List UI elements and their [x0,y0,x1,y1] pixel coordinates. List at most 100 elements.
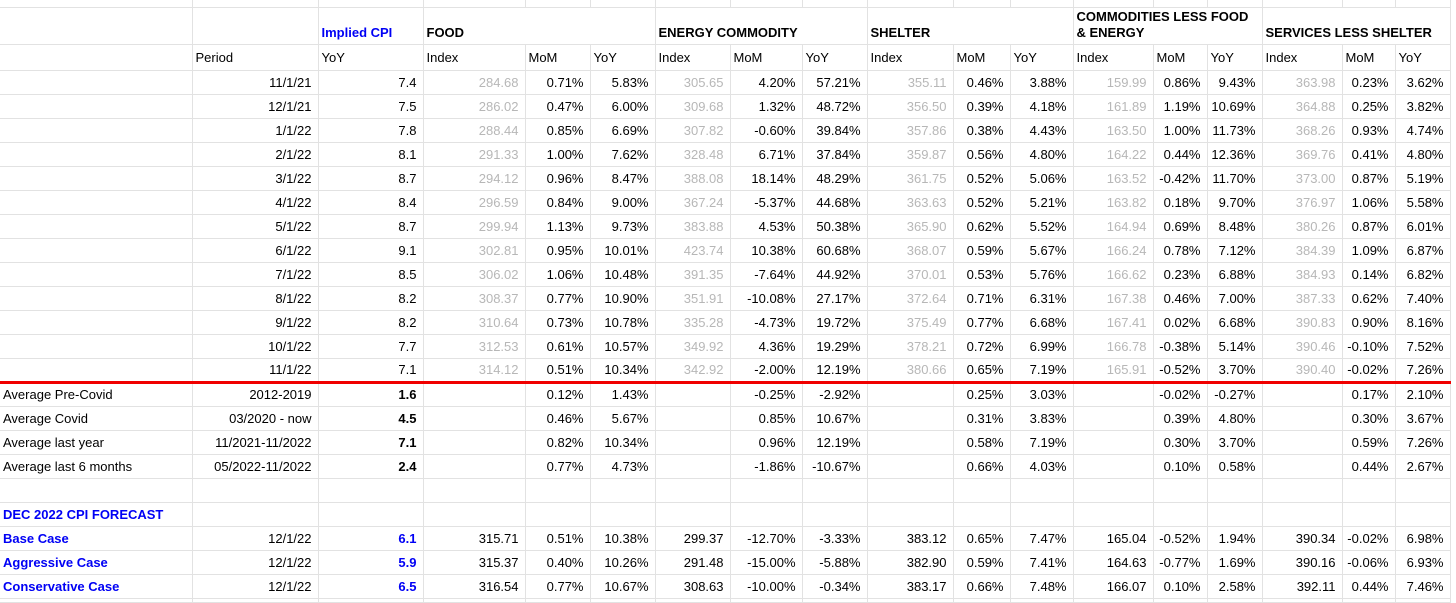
cell-shelter-index[interactable]: 355.11 [867,70,954,95]
cell-services-yoy[interactable]: 5.58% [1395,190,1451,215]
cell-empty[interactable] [953,598,1011,603]
forecast-section-title[interactable]: DEC 2022 CPI FORECAST [0,502,193,527]
cell-energy-mom[interactable]: -0.25% [730,382,803,407]
col-header-commodities-yoy[interactable]: YoY [1207,44,1263,71]
cell-food-mom[interactable]: 0.61% [525,334,591,359]
cell-period[interactable]: 12/1/21 [192,94,319,119]
cell-shelter-mom[interactable]: 0.58% [953,430,1011,455]
cell-empty[interactable] [1073,598,1154,603]
cell-shelter-index[interactable]: 370.01 [867,262,954,287]
cell-food-mom[interactable]: 0.51% [525,526,591,551]
cell-implied-cpi-yoy[interactable]: 8.2 [318,310,424,335]
cell-services-index[interactable] [1262,406,1343,431]
cell-shelter-yoy[interactable]: 3.03% [1010,382,1074,407]
cell-shelter-index[interactable]: 357.86 [867,118,954,143]
cell-energy-index[interactable]: 299.37 [655,526,731,551]
cell-energy-yoy[interactable]: 44.68% [802,190,868,215]
cell-empty[interactable] [1262,0,1343,8]
cell-food-yoy[interactable]: 6.69% [590,118,656,143]
cell-commodities-index[interactable]: 161.89 [1073,94,1154,119]
cell-energy-yoy[interactable]: 12.19% [802,430,868,455]
group-header-commodities-less-food-energy[interactable]: COMMODITIES LESS FOOD & ENERGY [1073,7,1263,45]
cell-services-yoy[interactable]: 6.87% [1395,238,1451,263]
cell-services-yoy[interactable]: 2.10% [1395,382,1451,407]
cell-energy-index[interactable]: 305.65 [655,70,731,95]
cell-food-index[interactable] [423,382,526,407]
cell-food-mom[interactable]: 0.96% [525,166,591,191]
cell-shelter-mom[interactable]: 0.59% [953,238,1011,263]
cell-services-index[interactable]: 384.39 [1262,238,1343,263]
cell-services-yoy[interactable]: 7.46% [1395,574,1451,599]
cell-commodities-index[interactable]: 167.41 [1073,310,1154,335]
cell-commodities-index[interactable]: 163.52 [1073,166,1154,191]
cell-commodities-index[interactable]: 166.07 [1073,574,1154,599]
cell-services-index[interactable]: 373.00 [1262,166,1343,191]
cell-empty[interactable] [318,0,424,8]
cell-commodities-mom[interactable]: -0.38% [1153,334,1208,359]
cell-services-mom[interactable]: 1.06% [1342,190,1396,215]
cell-commodities-index[interactable]: 166.78 [1073,334,1154,359]
cell-food-yoy[interactable]: 4.73% [590,454,656,479]
cell-empty[interactable] [655,598,731,603]
cell-empty[interactable] [1207,478,1263,503]
cell-services-yoy[interactable]: 7.40% [1395,286,1451,311]
cell-services-index[interactable]: 390.40 [1262,358,1343,384]
cell-services-index[interactable]: 368.26 [1262,118,1343,143]
cell-energy-mom[interactable]: -10.00% [730,574,803,599]
cell-empty[interactable] [423,0,526,8]
cell-energy-yoy[interactable]: 57.21% [802,70,868,95]
cell-empty[interactable] [0,44,193,71]
cell-commodities-index[interactable]: 166.62 [1073,262,1154,287]
cell-energy-mom[interactable]: -2.00% [730,358,803,384]
cell-period[interactable]: 8/1/22 [192,286,319,311]
cell-period[interactable]: 12/1/22 [192,526,319,551]
cell-shelter-mom[interactable]: 0.31% [953,406,1011,431]
cell-services-yoy[interactable]: 5.19% [1395,166,1451,191]
cell-empty[interactable] [525,502,591,527]
col-header-food-yoy[interactable]: YoY [590,44,656,71]
cell-food-yoy[interactable]: 5.83% [590,70,656,95]
cell-empty[interactable] [1342,0,1396,8]
cell-services-mom[interactable]: 0.23% [1342,70,1396,95]
col-header-food-mom[interactable]: MoM [525,44,591,71]
cell-commodities-index[interactable]: 165.04 [1073,526,1154,551]
cell-empty[interactable] [1395,598,1451,603]
cell-empty[interactable] [192,598,319,603]
cell-shelter-yoy[interactable]: 7.19% [1010,358,1074,384]
cell-empty[interactable] [802,598,868,603]
col-header-energy-index[interactable]: Index [655,44,731,71]
cell-food-index[interactable]: 316.54 [423,574,526,599]
cell-food-yoy[interactable]: 10.90% [590,286,656,311]
cell-commodities-yoy[interactable]: -0.27% [1207,382,1263,407]
cell-energy-mom[interactable]: 1.32% [730,94,803,119]
cell-empty[interactable] [655,478,731,503]
col-header-shelter-mom[interactable]: MoM [953,44,1011,71]
cell-energy-index[interactable] [655,406,731,431]
cell-empty[interactable] [590,0,656,8]
cell-commodities-mom[interactable]: 1.00% [1153,118,1208,143]
cell-shelter-index[interactable]: 383.17 [867,574,954,599]
cell-shelter-yoy[interactable]: 7.19% [1010,430,1074,455]
cell-empty[interactable] [953,502,1011,527]
cell-empty[interactable] [1342,478,1396,503]
cell-energy-mom[interactable]: 6.71% [730,142,803,167]
cell-shelter-yoy[interactable]: 6.31% [1010,286,1074,311]
cell-shelter-index[interactable] [867,430,954,455]
cell-services-mom[interactable]: -0.10% [1342,334,1396,359]
cell-commodities-yoy[interactable]: 3.70% [1207,430,1263,455]
cell-commodities-mom[interactable]: -0.77% [1153,550,1208,575]
cell-empty[interactable] [1262,502,1343,527]
cell-empty[interactable] [423,478,526,503]
cell-period[interactable]: 6/1/22 [192,238,319,263]
cell-services-index[interactable]: 380.26 [1262,214,1343,239]
col-header-services-mom[interactable]: MoM [1342,44,1396,71]
cell-energy-index[interactable] [655,454,731,479]
cell-services-mom[interactable]: 0.44% [1342,574,1396,599]
cell-services-yoy[interactable]: 6.93% [1395,550,1451,575]
col-header-shelter-yoy[interactable]: YoY [1010,44,1074,71]
cell-shelter-yoy[interactable]: 6.68% [1010,310,1074,335]
cell-energy-yoy[interactable]: 50.38% [802,214,868,239]
cell-period[interactable]: 10/1/22 [192,334,319,359]
cell-services-index[interactable]: 390.46 [1262,334,1343,359]
cell-services-yoy[interactable]: 6.82% [1395,262,1451,287]
